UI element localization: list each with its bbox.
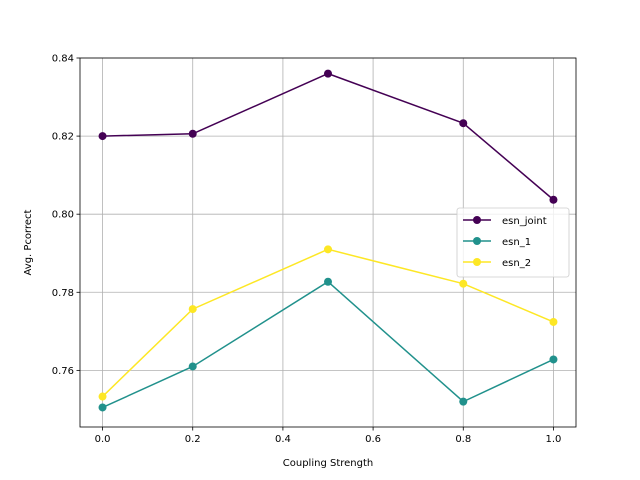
y-tick-label: 0.76 [52,366,74,377]
x-tick-label: 1.0 [546,434,562,445]
x-tick-label: 0.6 [365,434,381,445]
series-esn_joint [98,69,558,204]
x-tick-label: 0.4 [275,434,291,445]
data-point [459,397,468,406]
data-point [98,132,107,141]
legend-box [456,207,570,278]
series-layer [98,69,558,412]
x-axis: 0.0 0.2 0.4 0.6 0.8 1.0 [95,427,562,445]
legend-marker [473,216,481,224]
x-tick-label: 0.2 [185,434,201,445]
series-esn_2 [98,245,558,401]
series-esn_1 [98,277,558,412]
plot-frame [79,57,577,428]
data-point [549,195,558,204]
y-tick-label: 0.80 [52,210,74,221]
data-point [188,129,197,138]
legend-marker [473,258,481,266]
data-point [324,245,332,254]
legend-label: esn_joint [502,216,547,227]
data-point [188,305,197,314]
y-axis-label: Avg. Pcorrect [23,209,34,275]
x-tick-label: 0.0 [95,434,111,445]
y-axis: 0.76 0.78 0.80 0.82 0.84 [52,54,80,377]
y-tick-label: 0.78 [52,288,74,299]
legend-label: esn_2 [502,258,531,269]
legend: esn_joint esn_1 esn_2 [456,207,570,278]
legend-item: esn_1 [463,237,531,248]
legend-label: esn_1 [502,237,531,248]
x-axis-label: Coupling Strength [283,458,373,469]
data-point [459,279,468,288]
data-point [324,69,332,78]
y-tick-label: 0.82 [52,132,74,143]
legend-marker [473,237,481,245]
data-point [98,392,107,401]
y-tick-label: 0.84 [52,54,74,65]
legend-item: esn_joint [463,216,547,227]
data-point [324,277,332,286]
data-point [549,317,558,326]
data-point [188,362,197,371]
x-tick-label: 0.8 [455,434,471,445]
data-point [98,403,107,412]
data-point [549,355,558,364]
data-point [459,119,468,128]
legend-item: esn_2 [463,258,531,269]
